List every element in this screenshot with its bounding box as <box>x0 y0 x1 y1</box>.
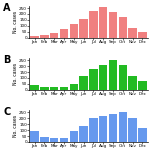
Bar <box>30 131 39 142</box>
Bar <box>109 12 117 38</box>
Bar <box>89 11 98 38</box>
Bar <box>119 112 127 142</box>
Text: A: A <box>3 3 11 13</box>
Bar <box>30 85 39 90</box>
Bar <box>40 137 49 142</box>
Bar <box>138 32 147 38</box>
Bar <box>109 59 117 90</box>
Bar <box>70 84 78 90</box>
Bar <box>80 127 88 142</box>
Bar <box>60 138 68 142</box>
Bar <box>128 117 137 142</box>
Bar <box>60 88 68 90</box>
Y-axis label: No. cases: No. cases <box>13 63 18 85</box>
Bar <box>138 128 147 142</box>
Bar <box>40 35 49 38</box>
Y-axis label: No. cases: No. cases <box>13 115 18 137</box>
Bar <box>50 33 58 38</box>
Bar <box>70 24 78 38</box>
Bar <box>138 81 147 90</box>
Bar <box>30 36 39 38</box>
Bar <box>89 69 98 90</box>
Bar <box>99 116 107 142</box>
Bar <box>50 88 58 90</box>
Bar <box>89 117 98 142</box>
Text: C: C <box>3 107 10 117</box>
Bar <box>119 17 127 38</box>
Bar <box>99 66 107 90</box>
Bar <box>70 131 78 142</box>
Bar <box>119 65 127 90</box>
Bar <box>60 29 68 38</box>
Bar <box>128 76 137 90</box>
Bar <box>99 7 107 38</box>
Bar <box>80 76 88 90</box>
Bar <box>80 19 88 38</box>
Bar <box>109 114 117 142</box>
Text: B: B <box>3 55 10 65</box>
Bar <box>50 138 58 142</box>
Y-axis label: No. cases: No. cases <box>13 11 18 33</box>
Bar <box>128 28 137 38</box>
Bar <box>40 87 49 90</box>
